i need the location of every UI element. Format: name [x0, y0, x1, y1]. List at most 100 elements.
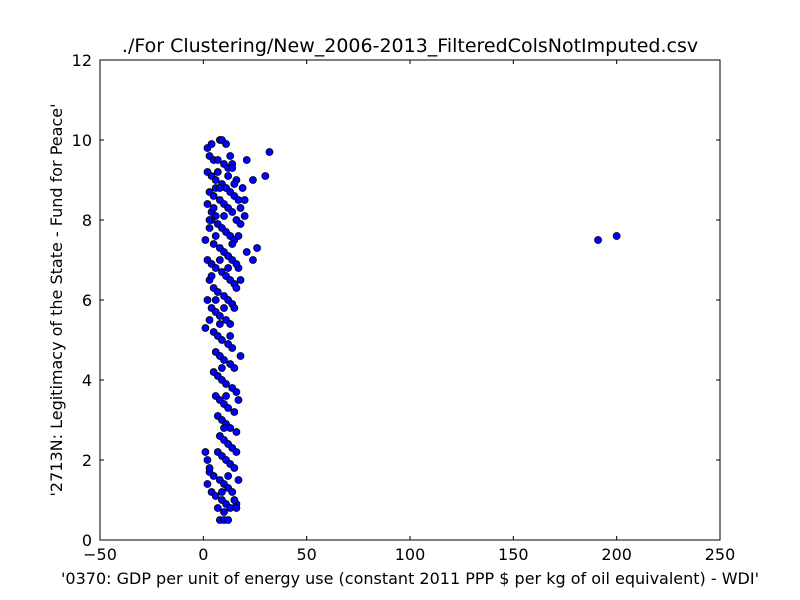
data-point: [209, 204, 218, 212]
data-point: [232, 260, 241, 268]
x-tick-label: 250: [705, 545, 736, 564]
x-axis-label: '0370: GDP per unit of energy use (const…: [61, 569, 759, 588]
data-point: [222, 392, 230, 400]
data-point: [211, 492, 220, 500]
data-point: [215, 320, 224, 328]
y-tick-label: 6: [82, 291, 92, 310]
points-layer: [201, 136, 621, 524]
data-point: [213, 504, 222, 512]
y-tick-label: 0: [82, 531, 92, 550]
data-point: [211, 176, 220, 184]
data-point: [224, 264, 233, 272]
data-point: [261, 172, 270, 180]
data-point: [236, 204, 245, 212]
data-point: [232, 448, 241, 456]
data-point: [236, 276, 245, 284]
data-point: [205, 464, 214, 472]
data-point: [242, 156, 251, 164]
data-point: [209, 192, 218, 200]
data-point: [222, 380, 230, 388]
data-point: [232, 504, 241, 512]
y-tick-label: 12: [72, 51, 92, 70]
data-point: [213, 288, 222, 296]
data-point: [203, 200, 212, 208]
data-point: [203, 296, 212, 304]
data-point: [218, 488, 226, 496]
data-point: [207, 140, 216, 148]
data-point: [224, 172, 233, 180]
data-point: [207, 272, 216, 280]
data-point: [220, 356, 228, 364]
y-tick-label: 2: [82, 451, 92, 470]
data-point: [226, 320, 235, 328]
chart-title: ./For Clustering/New_2006-2013_FilteredC…: [122, 35, 698, 57]
data-point: [232, 428, 241, 436]
data-point: [234, 196, 243, 204]
x-tick-label: 200: [601, 545, 632, 564]
x-tick-label: 50: [296, 545, 316, 564]
y-tick-label: 4: [82, 371, 92, 390]
y-tick-label: 8: [82, 211, 92, 230]
x-tick-label: 100: [395, 545, 426, 564]
plot-frame: [99, 59, 721, 541]
data-point: [228, 240, 237, 248]
data-point: [228, 208, 237, 216]
data-point: [209, 240, 218, 248]
data-point: [201, 448, 210, 456]
data-point: [220, 424, 228, 432]
data-point: [249, 256, 257, 264]
data-point: [230, 180, 239, 188]
data-point: [230, 408, 239, 416]
data-point: [230, 304, 239, 312]
data-point: [220, 212, 228, 220]
data-point: [215, 312, 224, 320]
data-point: [228, 164, 237, 172]
data-point: [215, 184, 224, 192]
data-point: [205, 316, 214, 324]
data-point: [213, 168, 222, 176]
data-point: [205, 224, 214, 232]
data-point: [213, 156, 222, 164]
data-point: [218, 364, 226, 372]
data-point: [234, 476, 243, 484]
data-point: [215, 256, 224, 264]
data-point: [232, 388, 241, 396]
data-point: [203, 480, 212, 488]
data-point: [226, 152, 235, 160]
data-point: [209, 472, 218, 480]
data-point: [203, 456, 212, 464]
data-point: [230, 464, 239, 472]
y-axis-label: '2713N: Legitimacy of the State - Fund f…: [47, 104, 66, 497]
data-point: [234, 232, 243, 240]
data-point: [201, 236, 210, 244]
data-point: [220, 304, 228, 312]
x-tick-label: −50: [83, 545, 117, 564]
data-point: [232, 284, 241, 292]
data-point: [228, 488, 237, 496]
data-point: [220, 508, 228, 516]
data-point: [205, 216, 214, 224]
data-point: [253, 244, 261, 252]
data-point: [201, 324, 210, 332]
data-point: [224, 404, 233, 412]
data-point: [226, 332, 235, 340]
data-point: [594, 236, 602, 244]
data-point: [612, 232, 621, 240]
data-point: [211, 232, 220, 240]
data-point: [230, 496, 239, 504]
x-tick-label: 0: [198, 545, 208, 564]
data-point: [211, 264, 220, 272]
data-point: [240, 212, 249, 220]
data-point: [218, 336, 226, 344]
data-point: [211, 296, 220, 304]
data-point: [230, 364, 239, 372]
data-point: [238, 184, 247, 192]
data-point: [224, 472, 233, 480]
x-tick-label: 150: [498, 545, 529, 564]
data-point: [234, 396, 243, 404]
data-point: [236, 220, 245, 228]
data-point: [236, 352, 245, 360]
